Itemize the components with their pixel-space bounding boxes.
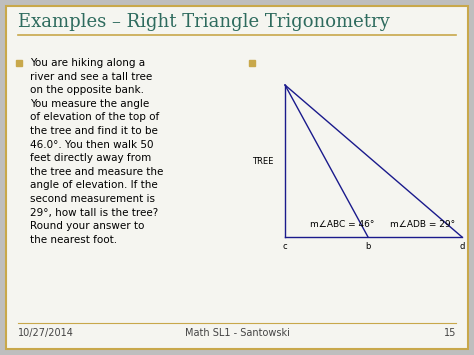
FancyBboxPatch shape xyxy=(6,6,468,349)
Text: m∠ADB = 29°: m∠ADB = 29° xyxy=(390,220,455,229)
Text: b: b xyxy=(365,242,371,251)
Text: d: d xyxy=(459,242,465,251)
Text: TREE: TREE xyxy=(252,157,273,165)
Text: Math SL1 - Santowski: Math SL1 - Santowski xyxy=(184,328,290,338)
Text: 15: 15 xyxy=(444,328,456,338)
Text: You are hiking along a
river and see a tall tree
on the opposite bank.
You measu: You are hiking along a river and see a t… xyxy=(30,58,164,245)
Text: c: c xyxy=(283,242,287,251)
Text: m∠ABC = 46°: m∠ABC = 46° xyxy=(310,220,374,229)
Text: Examples – Right Triangle Trigonometry: Examples – Right Triangle Trigonometry xyxy=(18,13,390,31)
Text: 10/27/2014: 10/27/2014 xyxy=(18,328,74,338)
